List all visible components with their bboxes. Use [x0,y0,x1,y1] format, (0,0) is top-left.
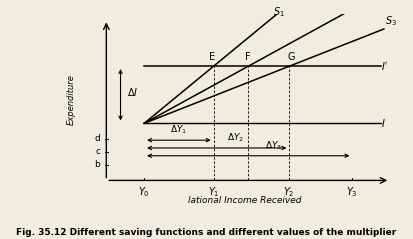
Text: $\Delta Y_3$: $\Delta Y_3$ [265,139,282,152]
Text: F: F [245,52,251,62]
Text: $I$: $I$ [381,117,386,129]
Text: lational Income Received: lational Income Received [188,196,302,205]
Text: $Y_0$: $Y_0$ [138,186,150,199]
Text: G: G [287,52,294,62]
Text: d: d [94,134,100,143]
Text: $I'$: $I'$ [381,60,389,72]
Text: $Y_2$: $Y_2$ [283,186,295,199]
Text: Expenditure: Expenditure [67,75,76,125]
Text: $\Delta I$: $\Delta I$ [127,86,138,98]
Text: E: E [209,52,215,62]
Text: b: b [94,160,100,169]
Text: $S_3$: $S_3$ [385,14,397,28]
Text: $Y_3$: $Y_3$ [347,186,358,199]
Text: $\Delta Y_2$: $\Delta Y_2$ [227,132,244,144]
Text: c: c [95,147,100,156]
Text: $Y_1$: $Y_1$ [208,186,219,199]
Text: $\Delta Y_1$: $\Delta Y_1$ [170,124,188,136]
Text: $S_1$: $S_1$ [273,5,285,19]
Text: Fig. 35.12 Different saving functions and different values of the multiplier: Fig. 35.12 Different saving functions an… [17,228,396,237]
